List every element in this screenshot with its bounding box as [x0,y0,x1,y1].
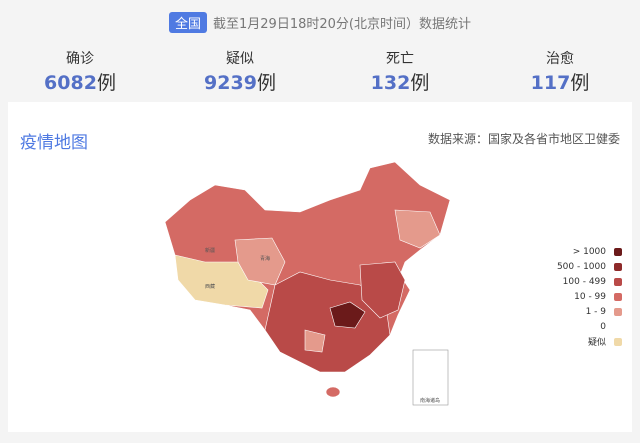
stat-label: 死亡 [386,51,414,67]
stat-confirmed: 确诊 6082例 [0,48,160,95]
legend-swatch [614,277,622,286]
legend-label: > 1000 [572,246,606,257]
legend-item[interactable]: 1 - 9 [557,304,622,319]
label-xizang: 西藏 [205,283,215,290]
stat-unit: 例 [410,72,430,94]
stat-unit: 例 [256,72,276,94]
legend-label: 10 - 99 [574,291,606,302]
stat-cured: 治愈 117例 [480,48,640,95]
legend-item[interactable]: 100 - 499 [557,274,622,289]
legend-label: 100 - 499 [562,276,606,287]
china-map[interactable]: 新疆 西藏 青海 南海诸岛 [8,102,632,432]
region-yunnan-pale [304,329,326,353]
stat-deaths: 死亡 132例 [320,48,480,95]
map-title: 疫情地图 [20,133,88,153]
legend-swatch [614,262,622,271]
label-qinghai: 青海 [260,255,270,262]
stat-label: 治愈 [546,51,574,67]
caption: 截至1月29日18时20分(北京时间）数据统计 [213,17,471,32]
legend-item[interactable]: 500 - 1000 [557,259,622,274]
stat-unit: 例 [570,72,590,94]
legend-item[interactable]: > 1000 [557,244,622,259]
region-east [359,261,406,319]
legend-item[interactable]: 10 - 99 [557,289,622,304]
legend-swatch [614,292,622,301]
header: 全国 截至1月29日18时20分(北京时间）数据统计 [0,12,640,33]
legend-swatch [614,322,622,331]
region-south [264,271,391,373]
legend-label: 0 [600,321,606,332]
scope-badge[interactable]: 全国 [169,12,208,33]
south-sea-inset [412,349,449,406]
legend-label: 疑似 [587,338,606,348]
map-card: 疫情地图 数据来源：国家及各省市地区卫健委 新疆 西藏 青海 南海诸岛 > 10… [8,102,632,432]
stat-value: 9239 [204,72,257,94]
data-source: 数据来源：国家及各省市地区卫健委 [427,132,620,146]
legend-swatch [614,247,622,256]
legend-item[interactable]: 0 [557,319,622,334]
stat-unit: 例 [96,72,116,94]
legend-swatch [614,307,622,316]
region-hainan [325,386,341,398]
stat-label: 疑似 [226,51,254,67]
stat-value: 132 [370,72,411,94]
legend-item[interactable]: 疑似 [557,334,622,349]
stats-row: 确诊 6082例 疑似 9239例 死亡 132例 治愈 117例 [0,48,640,95]
legend-swatch [614,337,622,346]
region-hubei [329,301,366,329]
legend-label: 500 - 1000 [556,261,606,272]
stat-suspected: 疑似 9239例 [160,48,320,95]
stat-value: 6082 [44,72,97,94]
stat-label: 确诊 [66,51,94,67]
legend: > 1000 500 - 1000 100 - 499 10 - 99 1 - 9 0 疑似 [557,244,622,349]
region-northeast [394,209,441,249]
label-nanhai: 南海诸岛 [420,397,440,404]
legend-label: 1 - 9 [585,306,606,317]
label-xinjiang: 新疆 [205,247,215,254]
stat-value: 117 [530,72,571,94]
